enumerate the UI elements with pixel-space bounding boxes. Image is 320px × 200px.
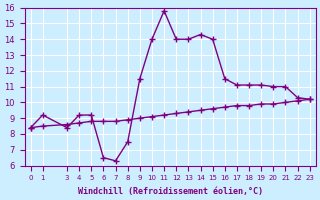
X-axis label: Windchill (Refroidissement éolien,°C): Windchill (Refroidissement éolien,°C): [78, 187, 263, 196]
